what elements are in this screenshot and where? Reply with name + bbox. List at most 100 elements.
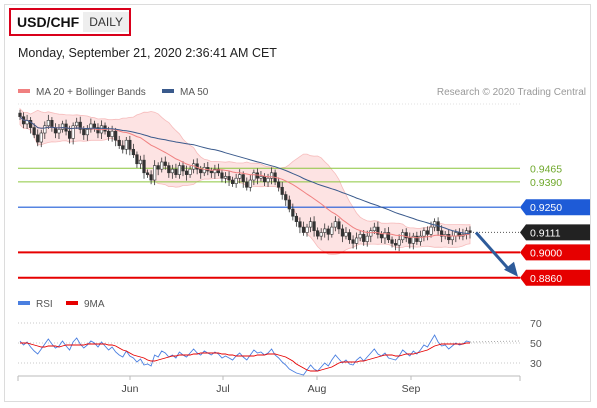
candle-body [124,139,128,150]
candle-body [284,194,288,201]
candle-body [57,129,61,134]
candle-body [96,127,100,134]
candle-body [305,226,309,233]
candle-body [245,181,249,188]
candle-body [277,181,281,188]
candle-body [174,168,178,175]
instrument-header[interactable]: USD/CHF DAILY [9,8,131,36]
candle-body [262,176,267,183]
candle-body [106,130,111,137]
rsi-legend-swatch [18,301,30,305]
candle-body [39,132,43,143]
candle-body [390,239,394,244]
x-tick-label: Sep [402,383,421,395]
level-tag-0.8860 [520,269,590,286]
candle-body [181,165,185,172]
candle-body [230,179,235,184]
candle-body [199,168,203,174]
candle-body [450,235,454,241]
price-level-labels: 0.9465 0.9390 0.9250 0.9111 0.9000 0.8860 [520,163,590,286]
candle-body [316,230,320,237]
candle-body [355,237,359,244]
level-label-0.9465: 0.9465 [530,163,562,175]
level-tag-0.9000 [520,244,590,261]
candle-body [344,232,348,237]
ma20-line [19,116,471,239]
candle-body [418,235,422,242]
candle-body [337,221,341,230]
forecast-arrow-head [504,261,518,277]
candle-body [68,130,72,139]
candle-body [60,123,65,130]
candle-body [259,176,263,179]
credit-text: Research © 2020 Trading Central [437,87,586,98]
candles [18,109,472,252]
candle-body [294,215,298,222]
candle-body [312,221,316,232]
x-tick-label: Jun [122,383,139,395]
candle-body [110,130,114,137]
candle-body [227,176,231,181]
x-tick-label: Jul [216,383,229,395]
rsi-panel: 70 50 30 [18,318,542,376]
candle-body [135,154,139,165]
candle-body [163,161,167,166]
candle-body [383,232,387,239]
candle-body [308,221,313,228]
candle-body [379,234,384,239]
rsi-legend: RSI 9MA [18,299,105,310]
candle-body [408,237,412,244]
candle-body [333,221,337,228]
candle-body [121,145,125,150]
candle-body [167,165,171,174]
candle-body [248,179,252,188]
legend-label: MA 50 [180,87,209,98]
candle-body [177,165,182,175]
level-label-0.9000: 0.9000 [530,247,562,259]
candle-body [213,168,217,174]
candle-body [145,172,150,175]
rsi-projection [469,340,521,343]
period-label[interactable]: DAILY [83,12,130,32]
candle-body [53,127,58,134]
candle-body [340,228,345,237]
candle-body [160,161,164,170]
candle-body [280,186,284,195]
candle-body [376,226,380,235]
candle-body [422,230,426,237]
candle-body [92,123,97,128]
candle-body [18,112,22,118]
x-tick-label: Aug [308,383,327,395]
candle-body [326,228,330,235]
candle-body [241,174,245,183]
rsi-legend-label: RSI [36,299,53,310]
rsi-ma-line [20,342,470,372]
candle-body [209,170,213,174]
candle-body [447,234,451,241]
candle-body [82,129,86,136]
main-legend: MA 20 + Bollinger Bands MA 50 [18,87,209,98]
candle-body [114,130,118,141]
candle-body [323,228,327,233]
candle-body [223,176,228,179]
candle-body [43,125,47,134]
candle-body [202,167,206,174]
rsi-level-label: 50 [530,338,542,350]
candle-body [32,127,36,136]
candle-body [351,239,355,244]
candle-body [188,168,192,175]
candle-body [71,125,75,139]
pair-label: USD/CHF [17,14,80,30]
candle-body [50,120,54,128]
candle-body [170,168,174,174]
level-label-0.9111: 0.9111 [530,227,561,239]
candle-body [301,226,306,233]
legend-swatch [162,89,174,93]
candle-body [153,165,157,181]
legend-label: MA 20 + Bollinger Bands [36,87,146,98]
level-label-0.9250: 0.9250 [530,202,562,214]
candle-body [252,172,256,181]
candle-body [298,221,302,228]
candle-body [36,134,40,143]
